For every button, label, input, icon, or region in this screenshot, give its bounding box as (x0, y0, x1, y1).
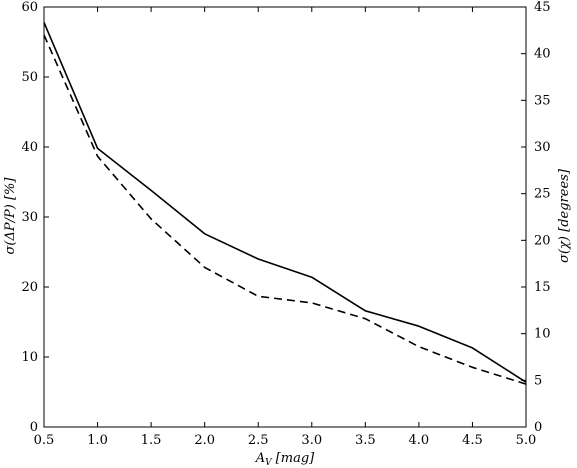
y-right-tick-label: 0 (534, 420, 542, 435)
series-lines (43, 22, 527, 385)
y-right-tick-label: 10 (534, 327, 551, 342)
y-right-tick-label: 15 (534, 280, 551, 295)
y-left-tick-label: 60 (21, 0, 38, 15)
plot-frame (43, 6, 527, 428)
x-tick-label: 3.5 (355, 433, 376, 448)
y-left-tick-label: 50 (21, 70, 38, 85)
y-axis-left-label: σ(ΔP/P) [%] (3, 177, 18, 255)
y-right-tick-label: 30 (534, 140, 551, 155)
y-left-tick-label: 40 (21, 140, 38, 155)
x-tick-label: 2.5 (248, 433, 269, 448)
x-tick-label: 1.5 (141, 433, 162, 448)
y-right-tick-label: 25 (534, 187, 551, 202)
y-left-tick-label: 30 (21, 210, 38, 225)
axis-ticks (43, 6, 527, 428)
tick-labels: 0.5 1.0 1.5 2.0 2.5 3.0 3.5 4.0 4.5 5.00102030405… (21, 0, 550, 448)
x-tick-label: 2.0 (194, 433, 215, 448)
x-tick-label: 4.5 (462, 433, 483, 448)
x-tick-label: 1.0 (87, 433, 108, 448)
y-right-tick-label: 35 (534, 93, 551, 108)
y-left-tick-label: 20 (21, 280, 38, 295)
y-right-tick-label: 5 (534, 373, 542, 388)
x-tick-label: 3.0 (301, 433, 322, 448)
y-right-tick-label: 45 (534, 0, 551, 15)
x-tick-label: 5.0 (516, 433, 537, 448)
series-line-dashed (43, 34, 527, 385)
y-right-tick-label: 20 (534, 233, 551, 248)
y-axis-right-label: σ(χ) [degrees] (557, 168, 572, 263)
y-right-tick-label: 40 (534, 47, 551, 62)
x-axis-label: AV [mag] (255, 451, 315, 468)
y-left-tick-label: 10 (21, 350, 38, 365)
x-tick-label: 4.0 (409, 433, 430, 448)
series-line-solid (43, 22, 527, 383)
x-tick-label: 0.5 (34, 433, 55, 448)
y-left-tick-label: 0 (30, 420, 38, 435)
